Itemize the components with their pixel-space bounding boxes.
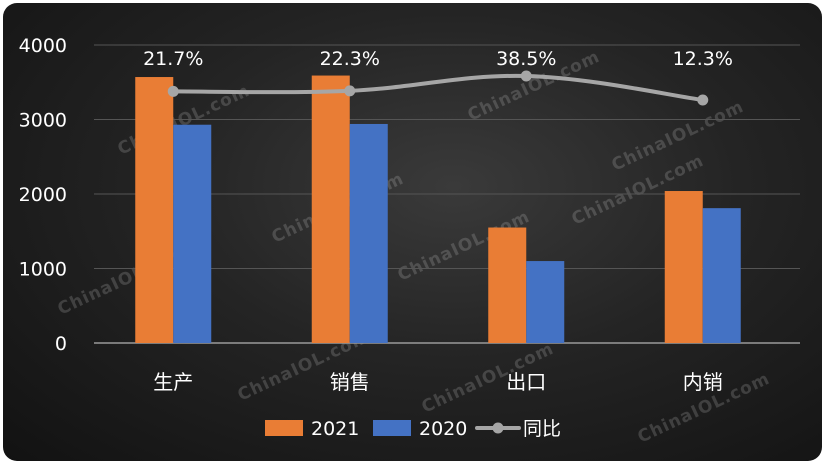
bar-line-chart: ChinaIOL.com ChinaIOL.comChinaIOL.comChin… bbox=[19, 35, 800, 448]
data-label: 12.3% bbox=[673, 48, 733, 70]
legend-line-marker bbox=[492, 422, 504, 434]
legend-label-2020: 2020 bbox=[419, 418, 467, 440]
line-同比 bbox=[171, 73, 705, 102]
data-label: 22.3% bbox=[320, 48, 380, 70]
legend-swatch-2021 bbox=[265, 420, 303, 436]
data-label: 21.7% bbox=[143, 48, 203, 70]
chart-frame: ChinaIOL.com ChinaIOL.com ChinaIOL.com Chin… bbox=[3, 3, 822, 461]
line-point bbox=[344, 85, 356, 97]
bar-2020 bbox=[349, 123, 388, 343]
bar-2021 bbox=[488, 227, 527, 343]
bar-2021 bbox=[311, 75, 350, 344]
bar-2020 bbox=[526, 261, 565, 343]
category-label: 销售 bbox=[330, 370, 370, 394]
bar-2020 bbox=[702, 208, 741, 343]
legend-swatch-2020 bbox=[373, 420, 411, 436]
legend-label-2021: 2021 bbox=[311, 418, 359, 440]
bar-2020 bbox=[173, 124, 212, 343]
y-tick-label: 1000 bbox=[19, 259, 67, 281]
y-tick-label: 3000 bbox=[19, 110, 67, 132]
legend-label-yoy: 同比 bbox=[523, 418, 561, 440]
bar-2021 bbox=[664, 191, 703, 343]
y-tick-label: 0 bbox=[55, 333, 67, 355]
category-label: 内销 bbox=[683, 370, 723, 394]
bar-2021 bbox=[135, 77, 174, 343]
line-point bbox=[520, 70, 532, 82]
line-point bbox=[697, 94, 709, 106]
line-point bbox=[167, 85, 179, 97]
category-label: 生产 bbox=[153, 370, 193, 394]
data-label: 38.5% bbox=[496, 48, 556, 70]
category-label: 出口 bbox=[506, 370, 546, 394]
y-tick-label: 2000 bbox=[19, 184, 67, 206]
y-tick-label: 4000 bbox=[19, 35, 67, 57]
